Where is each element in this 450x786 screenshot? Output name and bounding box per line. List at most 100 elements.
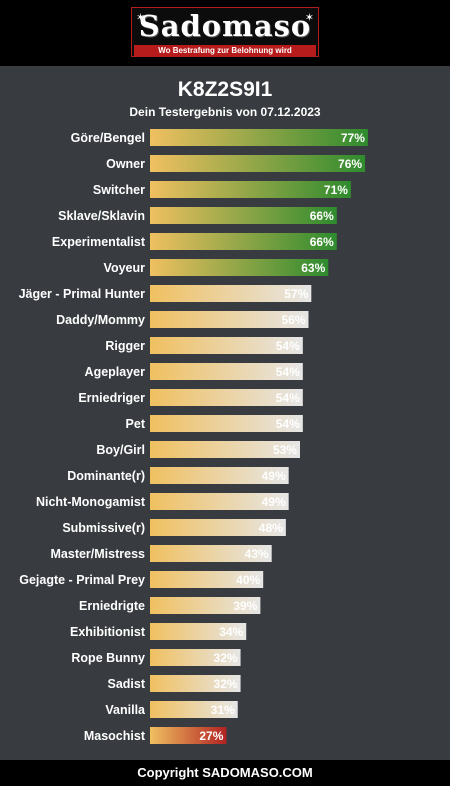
- category-label: Masochist: [84, 729, 146, 743]
- chart-row: Voyeur 63%: [104, 259, 329, 276]
- category-label: Erniedriger: [78, 391, 145, 405]
- value-label: 27%: [199, 729, 223, 743]
- category-label: Göre/Bengel: [71, 131, 145, 145]
- result-subtitle: Dein Testergebnis von 07.12.2023: [129, 105, 321, 119]
- category-label: Nicht-Monogamist: [36, 495, 146, 509]
- value-label: 54%: [276, 365, 300, 379]
- chart-row: Daddy/Mommy 56%: [56, 311, 309, 328]
- chart-row: Masochist 27%: [84, 727, 227, 744]
- bar: [150, 675, 241, 692]
- category-label: Vanilla: [105, 703, 146, 717]
- chart-row: Gejagte - Primal Prey 40%: [19, 571, 264, 588]
- bar: [150, 155, 366, 172]
- chart-row: Experimentalist 66%: [52, 233, 337, 250]
- chart-row: Erniedrigte 39%: [79, 597, 261, 614]
- value-label: 57%: [284, 287, 308, 301]
- bar: [150, 467, 289, 484]
- category-label: Submissive(r): [62, 521, 145, 535]
- bar: [150, 233, 337, 250]
- value-label: 43%: [245, 547, 269, 561]
- value-label: 48%: [259, 521, 283, 535]
- chart-row: Jäger - Primal Hunter 57%: [19, 285, 312, 302]
- bar: [150, 493, 289, 510]
- chart-row: Master/Mistress 43%: [51, 545, 272, 562]
- chart-row: Rigger 54%: [105, 337, 303, 354]
- site-logo[interactable]: ✶ ✶ Sadomaso Wo Bestrafung zur Belohnung…: [131, 7, 319, 57]
- value-label: 53%: [273, 443, 297, 457]
- bar: [150, 415, 303, 432]
- bar: [150, 441, 300, 458]
- category-label: Sklave/Sklavin: [58, 209, 145, 223]
- bar: [150, 597, 261, 614]
- bar: [150, 285, 312, 302]
- bar: [150, 389, 303, 406]
- bar: [150, 311, 309, 328]
- chart-row: Sklave/Sklavin 66%: [58, 207, 337, 224]
- category-label: Pet: [126, 417, 146, 431]
- value-label: 54%: [276, 339, 300, 353]
- category-label: Jäger - Primal Hunter: [19, 287, 146, 301]
- bar: [150, 337, 303, 354]
- value-label: 49%: [262, 495, 286, 509]
- bar: [150, 701, 238, 718]
- copyright-footer: Copyright SADOMASO.COM: [0, 760, 450, 786]
- category-label: Owner: [106, 157, 145, 171]
- category-label: Ageplayer: [85, 365, 146, 379]
- value-label: 40%: [236, 573, 260, 587]
- bar: [150, 571, 264, 588]
- value-label: 54%: [276, 391, 300, 405]
- category-label: Daddy/Mommy: [56, 313, 145, 327]
- chart-row: Nicht-Monogamist 49%: [36, 493, 289, 510]
- category-label: Erniedrigte: [79, 599, 145, 613]
- bar: [150, 259, 329, 276]
- bar: [150, 545, 272, 562]
- star-right-icon: ✶: [304, 12, 314, 24]
- category-label: Dominante(r): [67, 469, 145, 483]
- value-label: 71%: [324, 183, 348, 197]
- bar: [150, 181, 351, 198]
- category-label: Rope Bunny: [71, 651, 145, 665]
- category-label: Experimentalist: [52, 235, 146, 249]
- category-label: Rigger: [105, 339, 145, 353]
- bar: [150, 649, 241, 666]
- chart-row: Submissive(r) 48%: [62, 519, 286, 536]
- value-label: 63%: [301, 261, 325, 275]
- chart-row: Dominante(r) 49%: [67, 467, 289, 484]
- chart-row: Switcher 71%: [93, 181, 351, 198]
- chart-row: Göre/Bengel 77%: [71, 129, 368, 146]
- chart-row: Erniedriger 54%: [78, 389, 303, 406]
- value-label: 66%: [310, 209, 334, 223]
- chart-row: Ageplayer 54%: [85, 363, 303, 380]
- value-label: 31%: [211, 703, 235, 717]
- logo-wordmark: Sadomaso: [138, 9, 312, 43]
- category-label: Master/Mistress: [51, 547, 146, 561]
- chart-row: Vanilla 31%: [105, 701, 238, 718]
- star-left-icon: ✶: [136, 12, 146, 24]
- logo-tagline: Wo Bestrafung zur Belohnung wird: [134, 45, 316, 56]
- chart-row: Exhibitionist 34%: [70, 623, 247, 640]
- bar: [150, 519, 286, 536]
- category-label: Boy/Girl: [96, 443, 145, 457]
- bar: [150, 623, 247, 640]
- category-label: Gejagte - Primal Prey: [19, 573, 145, 587]
- chart-row: Boy/Girl 53%: [96, 441, 300, 458]
- bar: [150, 207, 337, 224]
- category-label: Exhibitionist: [70, 625, 146, 639]
- value-label: 77%: [341, 131, 365, 145]
- value-label: 56%: [281, 313, 305, 327]
- category-label: Switcher: [93, 183, 145, 197]
- result-title: K8Z2S9I1: [177, 78, 273, 101]
- bar: [150, 727, 227, 744]
- bar: [150, 129, 368, 146]
- chart-row: Owner 76%: [106, 155, 366, 172]
- bar: [150, 363, 303, 380]
- category-label: Voyeur: [104, 261, 146, 275]
- value-label: 66%: [310, 235, 334, 249]
- chart-row: Sadist 32%: [107, 675, 241, 692]
- chart-row: Rope Bunny 32%: [71, 649, 241, 666]
- result-bar-chart: Göre/Bengel 77% Owner 76% Switcher 71% Sklave/…: [19, 129, 368, 744]
- site-header: ✶ ✶ Sadomaso Wo Bestrafung zur Belohnung…: [0, 0, 450, 66]
- value-label: 54%: [276, 417, 300, 431]
- value-label: 32%: [214, 651, 238, 665]
- chart-row: Pet 54%: [126, 415, 303, 432]
